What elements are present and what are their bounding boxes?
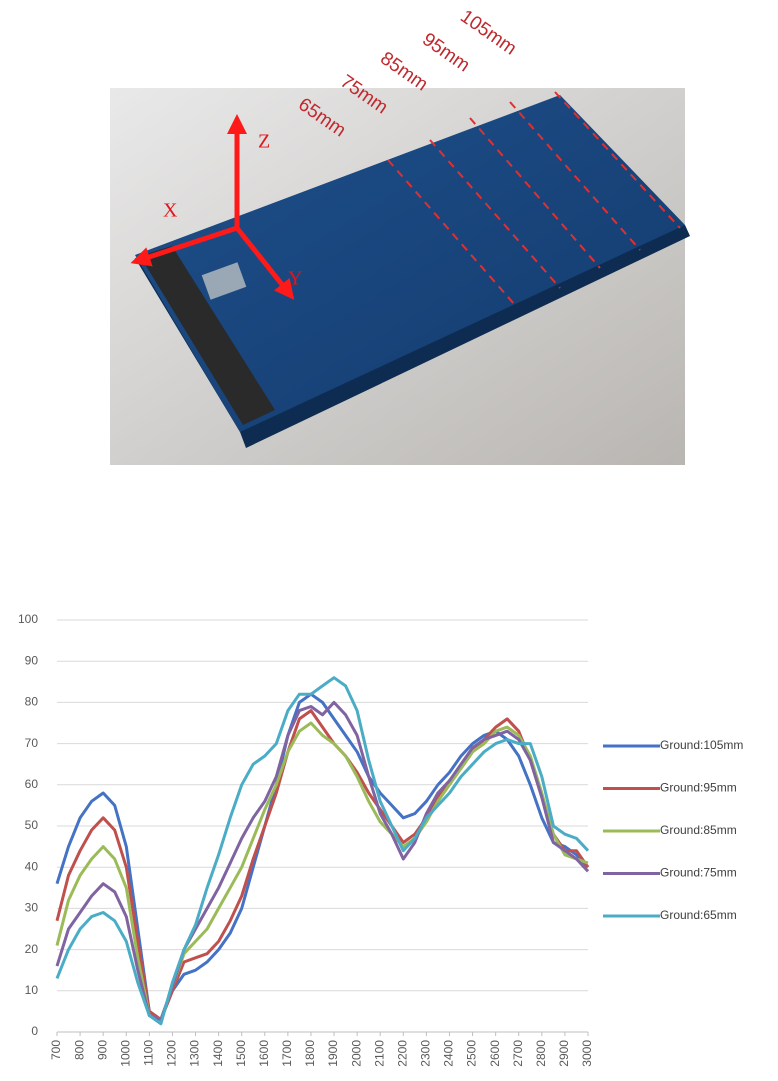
y-tick-label: 10 bbox=[25, 983, 39, 997]
y-tick-label: 60 bbox=[25, 777, 39, 791]
x-tick-label: 1000 bbox=[118, 1040, 132, 1067]
line bbox=[55, 709, 590, 1022]
board bbox=[135, 95, 685, 432]
axis-label: Y bbox=[288, 268, 302, 290]
x-tick-label: 2400 bbox=[442, 1040, 456, 1067]
x-tick-label: 2000 bbox=[349, 1040, 363, 1067]
x-tick-label: 1800 bbox=[303, 1040, 317, 1067]
y-tick-label: 50 bbox=[25, 818, 39, 832]
x-tick-label: 2700 bbox=[511, 1040, 525, 1067]
chart: 0 10 20 30 40 50 60 70 80 90 100 700 800 900 1000 1100 1… bbox=[18, 612, 743, 1067]
y-tick-label: 90 bbox=[25, 653, 39, 667]
line bbox=[55, 676, 590, 1026]
x-tick-label: 700 bbox=[49, 1040, 63, 1060]
photo: Z X Y 65mm 75mm 85mm 95mm 105mm bbox=[110, 6, 690, 465]
axes-arrows bbox=[130, 114, 295, 300]
x-tick-label: 2200 bbox=[395, 1040, 409, 1067]
axis-label: X bbox=[163, 200, 178, 222]
x-tick-label: 1700 bbox=[280, 1040, 294, 1067]
x-tick-label: 3000 bbox=[580, 1040, 594, 1067]
connector bbox=[140, 246, 275, 425]
axis-label: Z bbox=[258, 131, 270, 153]
x-tick-label: 1400 bbox=[211, 1040, 225, 1067]
x-tick-label: 2300 bbox=[419, 1040, 433, 1067]
legend-label: Ground:65mm bbox=[660, 908, 737, 922]
x-tick-label: 1200 bbox=[165, 1040, 179, 1067]
x-tick-label: 1100 bbox=[142, 1040, 156, 1066]
y-tick-label: 40 bbox=[25, 859, 39, 873]
chip bbox=[201, 262, 247, 300]
y-tick-label: 80 bbox=[25, 695, 39, 709]
legend-label: Ground:85mm bbox=[660, 823, 737, 837]
distance-lines bbox=[387, 91, 681, 306]
y-tick-label: 0 bbox=[31, 1024, 38, 1038]
x-tick-label: 2900 bbox=[557, 1040, 571, 1067]
y-tick-label: 100 bbox=[18, 612, 38, 626]
legend-label: Ground:95mm bbox=[660, 781, 737, 795]
line bbox=[55, 700, 590, 1022]
x-tick-label: 800 bbox=[72, 1040, 86, 1060]
distance-label: 95mm bbox=[418, 29, 473, 76]
distance-label: 105mm bbox=[456, 6, 520, 60]
y-tick-label: 20 bbox=[25, 942, 39, 956]
y-tick-label: 70 bbox=[25, 736, 39, 750]
x-tick-label: 2600 bbox=[488, 1040, 502, 1067]
x-tick-label: 900 bbox=[95, 1040, 109, 1060]
y-tick-label: 30 bbox=[25, 901, 39, 915]
x-tick-label: 1600 bbox=[257, 1040, 271, 1067]
x-tick-label: 2100 bbox=[372, 1040, 386, 1067]
legend-label: Ground:75mm bbox=[660, 866, 737, 880]
x-tick-label: 2800 bbox=[534, 1040, 548, 1067]
x-tick-label: 1500 bbox=[234, 1040, 248, 1067]
legend-label: Ground:105mm bbox=[660, 738, 743, 752]
x-tick-label: 2500 bbox=[465, 1040, 479, 1067]
x-tick-label: 1300 bbox=[188, 1040, 202, 1067]
x-tick-label: 1900 bbox=[326, 1040, 340, 1067]
